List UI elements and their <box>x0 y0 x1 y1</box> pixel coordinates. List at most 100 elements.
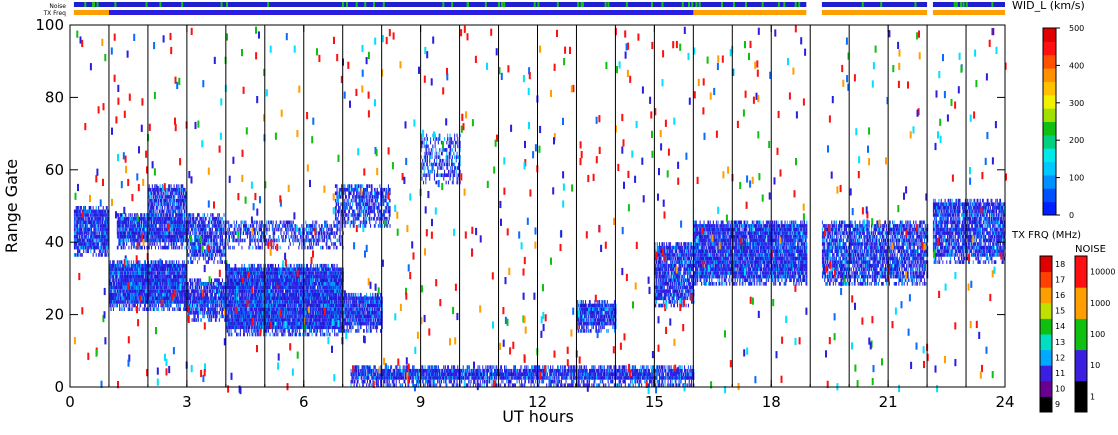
echo-cell <box>191 213 193 217</box>
echo-cell <box>148 202 150 207</box>
echo-cell <box>122 289 124 293</box>
echo-cell <box>132 238 134 243</box>
echo-cell <box>90 220 92 225</box>
noise-bar-segment <box>932 2 1005 7</box>
echo-cell <box>169 206 171 210</box>
echo-cell <box>154 285 156 290</box>
echo-cell <box>131 274 133 279</box>
echo-cell <box>120 296 122 301</box>
echo-cell <box>81 245 83 250</box>
echo-cell <box>91 220 93 225</box>
echo-cell <box>163 282 165 286</box>
echo-cell <box>113 296 115 301</box>
echo-cell <box>171 274 173 279</box>
echo-cell <box>147 296 149 301</box>
echo-cell <box>165 292 167 297</box>
echo-cell <box>125 289 127 293</box>
echo-cell <box>214 249 216 254</box>
echo-cell <box>169 282 171 286</box>
echo-cell <box>128 271 130 275</box>
echo-cell <box>141 274 143 279</box>
echo-cell <box>130 271 132 275</box>
echo-cell <box>120 235 122 239</box>
echo-cell <box>120 271 122 275</box>
echo-cell <box>123 307 125 312</box>
echo-cell <box>110 303 112 308</box>
echo-cell <box>175 282 177 286</box>
echo-cell <box>185 300 187 304</box>
echo-cell <box>164 296 166 301</box>
echo-cell <box>157 263 159 268</box>
echo-cell <box>161 195 163 199</box>
echo-cell <box>129 231 131 235</box>
echo-cell <box>193 278 195 283</box>
echo-cell <box>160 238 162 243</box>
echo-cell <box>94 224 96 228</box>
echo-cell <box>89 227 91 232</box>
echo-cell <box>179 292 181 297</box>
echo-cell <box>74 253 76 257</box>
echo-cell <box>130 227 132 232</box>
echo-cell <box>128 238 130 243</box>
echo-cell <box>119 300 121 304</box>
echo-cell <box>152 296 154 301</box>
echo-cell <box>87 216 89 221</box>
echo-cell <box>84 235 86 239</box>
echo-cell <box>116 296 118 301</box>
echo-cell <box>149 274 151 279</box>
echo-cell <box>183 202 185 207</box>
echo-cell <box>190 311 192 315</box>
echo-cell <box>164 267 166 272</box>
echo-cell <box>144 274 146 279</box>
echo-cell <box>119 242 121 246</box>
echo-cell <box>119 213 121 217</box>
echo-cell <box>92 220 94 225</box>
echo-cell <box>130 278 132 283</box>
echo-cell <box>160 285 162 290</box>
echo-cell <box>183 267 185 272</box>
echo-cell <box>156 198 158 203</box>
echo-cell <box>231 307 233 312</box>
echo-cell <box>127 289 129 293</box>
noise-bar-tick <box>661 2 664 7</box>
echo-cell <box>79 216 81 221</box>
echo-cell <box>142 292 144 297</box>
echo-cell <box>134 216 136 221</box>
echo-cell <box>133 296 135 301</box>
echo-cell <box>115 296 117 301</box>
echo-cell <box>133 292 135 297</box>
echo-cell <box>137 271 139 275</box>
echo-cell <box>145 307 147 312</box>
echo-cell <box>110 296 112 301</box>
echo-cell <box>105 235 107 239</box>
echo-cell <box>161 216 163 221</box>
echo-cell <box>80 242 82 246</box>
echo-cell <box>90 245 92 250</box>
echo-cell <box>113 263 115 268</box>
echo-cell <box>221 231 223 235</box>
noise-bar-tick <box>159 2 162 7</box>
noise-bar-tick <box>345 2 348 7</box>
echo-cell <box>97 213 99 217</box>
echo-cell <box>176 278 178 283</box>
echo-cell <box>161 267 163 272</box>
echo-cell <box>126 220 128 225</box>
echo-cell <box>122 242 124 246</box>
echo-cell <box>154 296 156 301</box>
echo-cell <box>223 227 225 232</box>
echo-cell <box>122 235 124 239</box>
echo-cell <box>80 213 82 217</box>
echo-cell <box>90 235 92 239</box>
echo-cell <box>177 296 179 301</box>
echo-cell <box>89 220 91 225</box>
echo-cell <box>87 220 89 225</box>
echo-cell <box>136 271 138 275</box>
echo-cell <box>167 191 169 196</box>
echo-cell <box>112 263 114 268</box>
echo-cell <box>87 213 89 217</box>
echo-cell <box>118 213 120 217</box>
echo-cell <box>208 318 210 322</box>
echo-cell <box>207 213 209 217</box>
echo-cell <box>118 267 120 272</box>
echo-cell <box>178 289 180 293</box>
